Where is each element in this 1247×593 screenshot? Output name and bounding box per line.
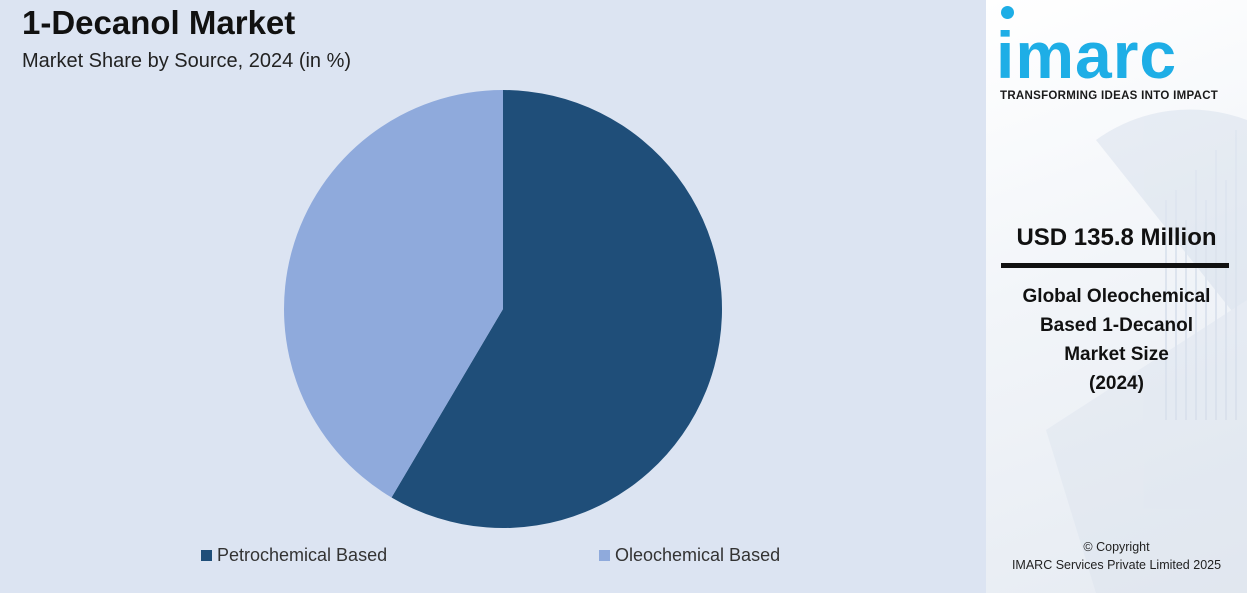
legend-swatch-petrochemical xyxy=(201,550,212,561)
legend-label-oleochemical: Oleochemical Based xyxy=(615,545,781,565)
chart-panel: 1-Decanol Market Market Share by Source,… xyxy=(0,0,986,593)
value-divider xyxy=(1001,263,1229,268)
chart-title: 1-Decanol Market xyxy=(22,4,296,41)
info-sidebar: imarc TRANSFORMING IDEAS INTO IMPACT USD… xyxy=(986,0,1247,593)
pie-slice-oleochemical-based xyxy=(283,89,503,498)
chart-subtitle: Market Share by Source, 2024 (in %) xyxy=(22,50,352,72)
legend-swatch-oleochemical xyxy=(599,550,610,561)
pie-chart xyxy=(283,89,722,528)
logo-dot xyxy=(1001,6,1014,19)
pie-slice-petrochemical-based xyxy=(391,90,722,528)
imarc-logo: imarc xyxy=(996,18,1178,92)
legend-label-petrochemical: Petrochemical Based xyxy=(217,545,388,565)
legend-item-petrochemical: Petrochemical Based xyxy=(201,545,387,566)
background-chart-art xyxy=(1046,109,1247,593)
copyright-line-2: IMARC Services Private Limited 2025 xyxy=(1011,558,1222,572)
logo-tagline: TRANSFORMING IDEAS INTO IMPACT xyxy=(1000,90,1219,102)
copyright: © Copyright IMARC Services Private Limit… xyxy=(986,538,1247,574)
copyright-line-1: © Copyright xyxy=(1083,540,1150,554)
legend-item-oleochemical: Oleochemical Based xyxy=(599,545,780,566)
market-value: USD 135.8 Million xyxy=(1016,224,1217,251)
market-description: Global Oleochemical Based 1-Decanol Mark… xyxy=(1022,286,1211,394)
